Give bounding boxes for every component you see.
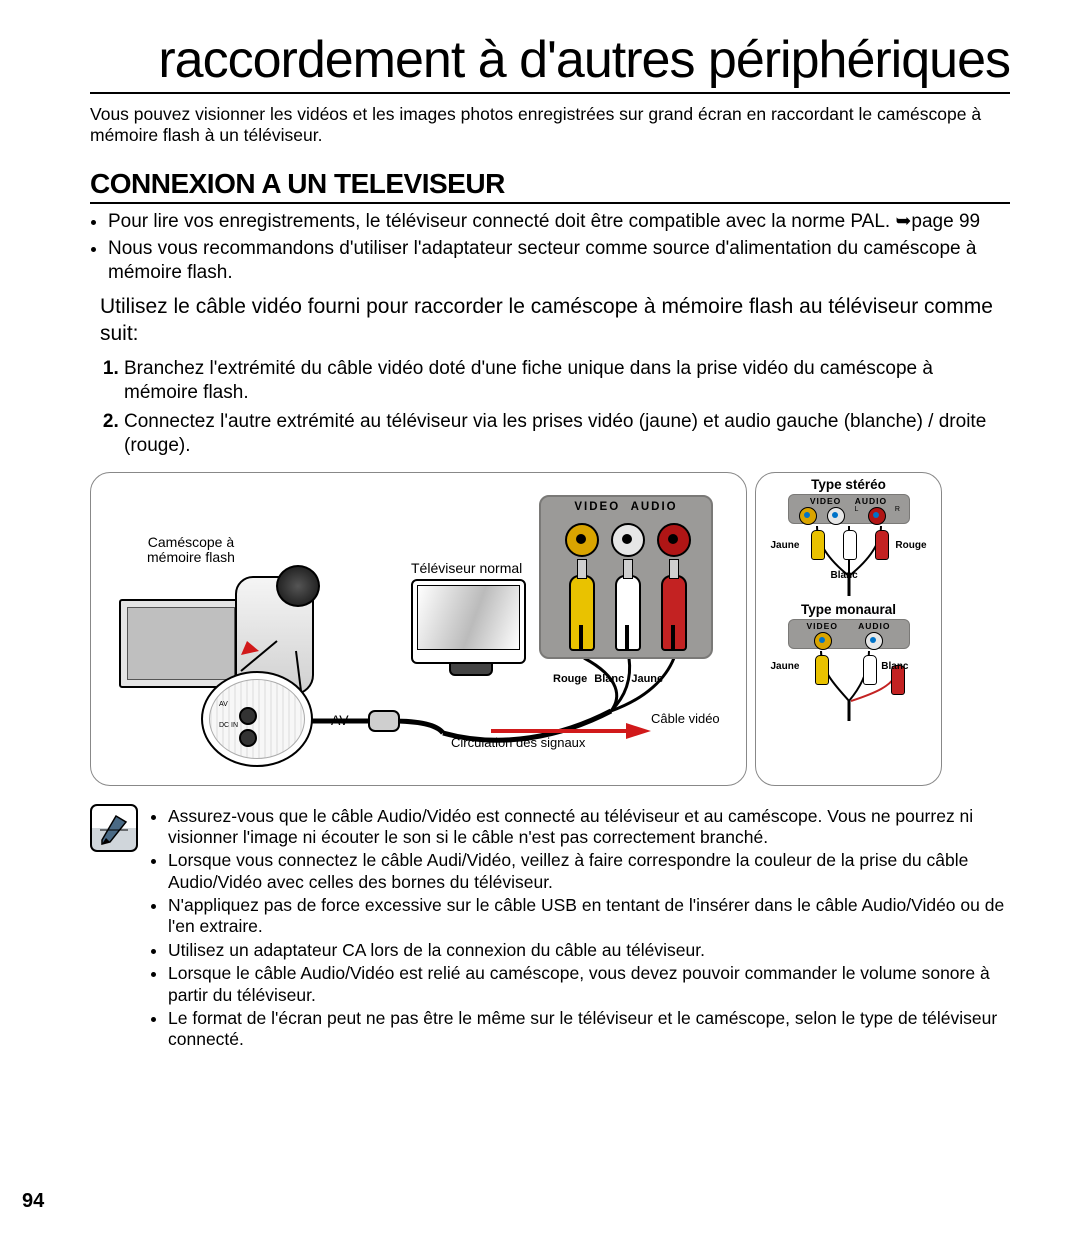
note-item: Le format de l'écran peut ne pas être le… xyxy=(168,1008,1010,1051)
mono-wiring-icon: Jaune Blanc xyxy=(769,651,929,721)
note-item: Lorsque vous connectez le câble Audi/Vid… xyxy=(168,850,1010,893)
av-label: AV xyxy=(331,712,349,728)
intro-bullet: Pour lire vos enregistrements, le télévi… xyxy=(108,210,1010,234)
diagram-row: Caméscope à mémoire flash xyxy=(90,472,1010,786)
mini-port-yellow-icon xyxy=(814,632,832,650)
rca-plug-yellow-icon xyxy=(569,575,595,651)
note-item: N'appliquez pas de force excessive sur l… xyxy=(168,895,1010,938)
intro-bullet-list: Pour lire vos enregistrements, le télévi… xyxy=(108,210,1010,284)
notes-block: Assurez-vous que le câble Audio/Vidéo es… xyxy=(90,804,1010,1053)
mini-port-white-icon xyxy=(865,632,883,650)
notes-list: Assurez-vous que le câble Audio/Vidéo es… xyxy=(150,804,1010,1053)
stereo-port-panel-icon: VIDEO AUDIO L R xyxy=(788,494,910,524)
stereo-heading: Type stéréo xyxy=(756,477,941,492)
rca-port-white-icon xyxy=(611,523,645,557)
mini-port-yellow-icon xyxy=(799,507,817,525)
step-list: Branchez l'extrémité du câble vidéo doté… xyxy=(108,357,1010,458)
rca-port-yellow-icon xyxy=(565,523,599,557)
av-jack-zoom-icon: AV DC IN xyxy=(201,671,313,767)
mini-port-white-icon xyxy=(827,507,845,525)
manual-page: raccordement à d'autres périphériques Vo… xyxy=(0,0,1080,1235)
note-item: Utilisez un adaptateur CA lors de la con… xyxy=(168,940,1010,961)
tv-input-panel-icon: VIDEO AUDIO xyxy=(539,495,713,659)
intro-bullet: Nous vous recommandons d'utiliser l'adap… xyxy=(108,237,1010,285)
note-item: Assurez-vous que le câble Audio/Vidéo es… xyxy=(168,806,1010,849)
rca-plug-red-icon xyxy=(661,575,687,651)
tv-icon xyxy=(411,579,526,664)
page-number: 94 xyxy=(22,1190,44,1213)
section-heading: CONNEXION A UN TELEVISEUR xyxy=(90,168,1010,204)
mono-port-panel-icon: VIDEO AUDIO xyxy=(788,619,910,649)
note-item: Lorsque le câble Audio/Vidéo est relié a… xyxy=(168,963,1010,1006)
rca-port-red-icon xyxy=(657,523,691,557)
page-title: raccordement à d'autres périphériques xyxy=(90,30,1010,94)
mono-heading: Type monaural xyxy=(756,602,941,617)
plug-color-label: Rouge Blanc Jaune xyxy=(553,673,663,685)
cable-video-label: Câble vidéo xyxy=(651,711,720,726)
stereo-wiring-icon: Jaune Rouge Blanc xyxy=(769,526,929,596)
tv-label: Téléviseur normal xyxy=(411,560,522,576)
connector-types-panel: Type stéréo VIDEO AUDIO L R xyxy=(755,472,942,786)
rca-plug-white-icon xyxy=(615,575,641,651)
intro-text: Vous pouvez visionner les vidéos et les … xyxy=(90,104,1010,146)
note-icon xyxy=(90,804,138,852)
instruction-paragraph: Utilisez le câble vidéo fourni pour racc… xyxy=(100,294,1010,347)
step-item: Connectez l'autre extrémité au téléviseu… xyxy=(124,410,1010,458)
camcorder-label: Caméscope à mémoire flash xyxy=(147,535,235,566)
step-item: Branchez l'extrémité du câble vidéo doté… xyxy=(124,357,1010,405)
signal-flow-label: Circulation des signaux xyxy=(451,735,585,750)
mini-port-red-icon xyxy=(868,507,886,525)
connection-diagram-panel: Caméscope à mémoire flash xyxy=(90,472,747,786)
